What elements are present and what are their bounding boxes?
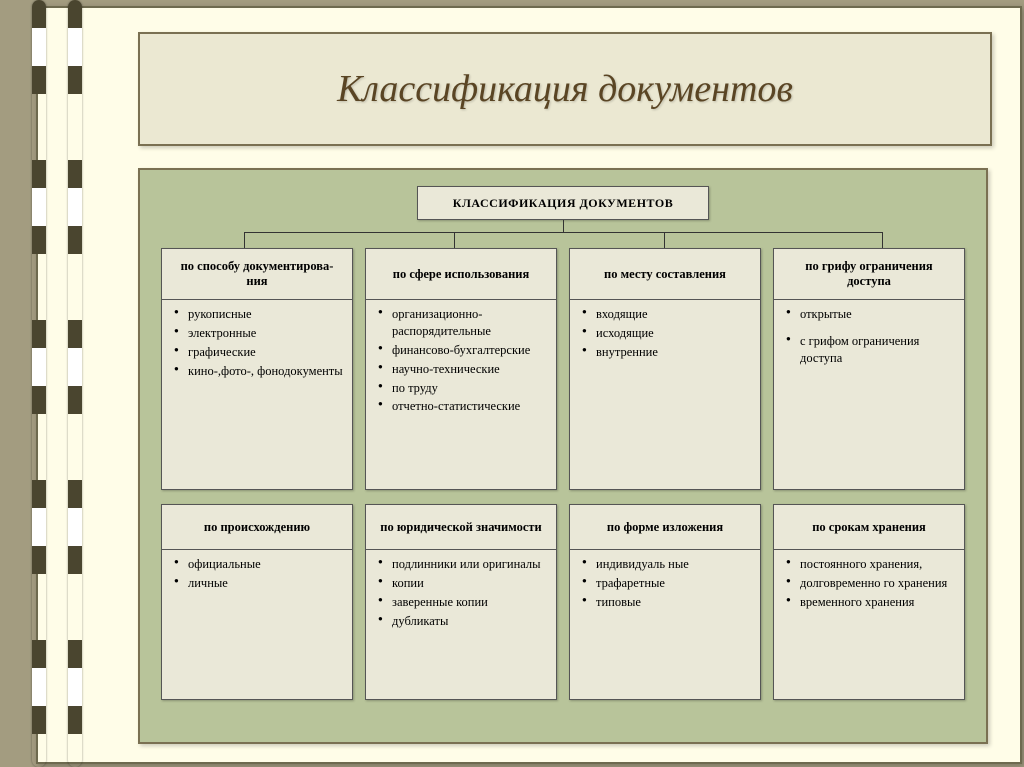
category-header: по срокам хранения	[773, 504, 965, 550]
list-item: дубликаты	[378, 613, 548, 630]
connector-row	[174, 220, 952, 248]
category-cell: по форме изложения индивидуаль ные трафа…	[569, 504, 761, 700]
list-item: типовые	[582, 594, 752, 611]
category-header: по способу документирова-ния	[161, 248, 353, 300]
category-row-2: по происхождению официальные личные по ю…	[154, 504, 972, 700]
list-item: официальные	[174, 556, 344, 573]
list-item: исходящие	[582, 325, 752, 342]
category-body: организационно-распорядительные финансов…	[365, 300, 557, 490]
root-node: КЛАССИФИКАЦИЯ ДОКУМЕНТОВ	[417, 186, 709, 220]
list-item: копии	[378, 575, 548, 592]
list-item: научно-технические	[378, 361, 548, 378]
sheet: Классификация документов КЛАССИФИКАЦИЯ Д…	[36, 6, 1022, 764]
item-list: индивидуаль ные трафаретные типовые	[578, 556, 752, 611]
category-cell: по срокам хранения постоянного хранения,…	[773, 504, 965, 700]
category-header: по форме изложения	[569, 504, 761, 550]
slide-title: Классификация документов	[337, 67, 793, 111]
list-item: временного хранения	[786, 594, 956, 611]
category-header: по месту составления	[569, 248, 761, 300]
connector-drop	[664, 232, 665, 248]
diagram-panel: КЛАССИФИКАЦИЯ ДОКУМЕНТОВ по способу доку…	[138, 168, 988, 744]
category-body: постоянного хранения, долговременно го х…	[773, 550, 965, 700]
category-header: по грифу ограничения доступа	[773, 248, 965, 300]
title-frame: Классификация документов	[138, 32, 992, 146]
category-cell: по сфере использования организационно-ра…	[365, 248, 557, 490]
category-body: официальные личные	[161, 550, 353, 700]
item-list: постоянного хранения, долговременно го х…	[782, 556, 956, 611]
category-header: по юридической значимости	[365, 504, 557, 550]
item-list: входящие исходящие внутренние	[578, 306, 752, 361]
category-cell: по происхождению официальные личные	[161, 504, 353, 700]
list-item: организационно-распорядительные	[378, 306, 548, 340]
category-cell: по способу документирова-ния рукописные …	[161, 248, 353, 490]
list-item: индивидуаль ные	[582, 556, 752, 573]
category-body: открытые с грифом ограничения доступа	[773, 300, 965, 490]
page: Классификация документов КЛАССИФИКАЦИЯ Д…	[0, 0, 1024, 767]
category-body: входящие исходящие внутренние	[569, 300, 761, 490]
category-body: индивидуаль ные трафаретные типовые	[569, 550, 761, 700]
list-item: трафаретные	[582, 575, 752, 592]
list-item: рукописные	[174, 306, 344, 323]
category-cell: по месту составления входящие исходящие …	[569, 248, 761, 490]
list-item: по труду	[378, 380, 548, 397]
list-item: внутренние	[582, 344, 752, 361]
category-body: подлинники или оригиналы копии заверенны…	[365, 550, 557, 700]
list-item: с грифом ограничения доступа	[786, 333, 956, 367]
item-list: рукописные электронные графические кино-…	[170, 306, 344, 380]
list-item: отчетно-статистические	[378, 398, 548, 415]
list-item: электронные	[174, 325, 344, 342]
category-cell: по юридической значимости подлинники или…	[365, 504, 557, 700]
list-item: кино-,фото-, фонодокументы	[174, 363, 344, 380]
list-item: постоянного хранения,	[786, 556, 956, 573]
connector-drop	[454, 232, 455, 248]
item-list: открытые с грифом ограничения доступа	[782, 306, 956, 367]
list-item: открытые	[786, 306, 956, 323]
list-item: входящие	[582, 306, 752, 323]
category-row-1: по способу документирова-ния рукописные …	[154, 248, 972, 490]
item-list: организационно-распорядительные финансов…	[374, 306, 548, 415]
list-item: финансово-бухгалтерские	[378, 342, 548, 359]
connector-hline	[244, 232, 882, 233]
item-list: подлинники или оригиналы копии заверенны…	[374, 556, 548, 630]
category-body: рукописные электронные графические кино-…	[161, 300, 353, 490]
list-item: личные	[174, 575, 344, 592]
category-cell: по грифу ограничения доступа открытые с …	[773, 248, 965, 490]
list-item: подлинники или оригиналы	[378, 556, 548, 573]
connector-drop	[882, 232, 883, 248]
list-item: заверенные копии	[378, 594, 548, 611]
list-item: долговременно го хранения	[786, 575, 956, 592]
category-header: по сфере использования	[365, 248, 557, 300]
connector-drop	[244, 232, 245, 248]
list-item: графические	[174, 344, 344, 361]
item-list: официальные личные	[170, 556, 344, 592]
category-header: по происхождению	[161, 504, 353, 550]
